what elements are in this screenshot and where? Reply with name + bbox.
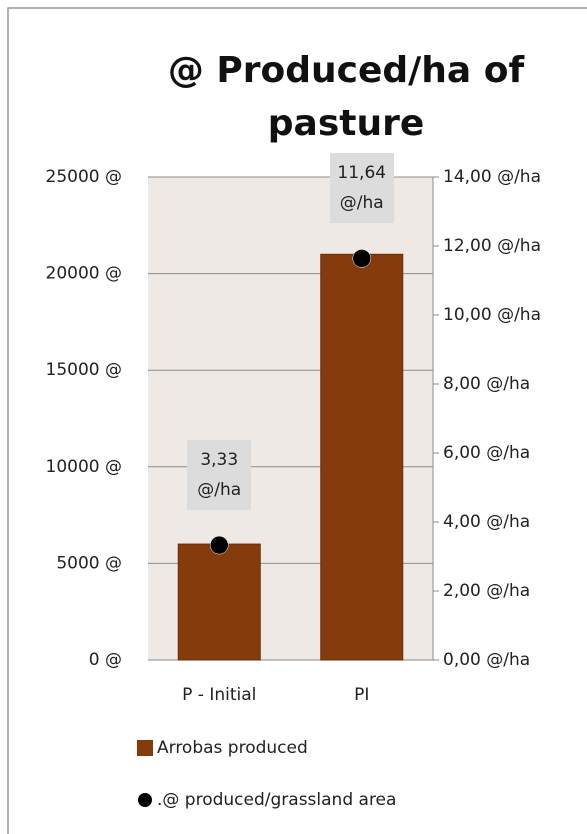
bar	[177, 543, 261, 661]
frame	[7, 7, 587, 834]
y2-tick-label: 0,00 @/ha	[443, 650, 530, 670]
data-label: 3,33 @/ha	[187, 440, 252, 511]
chart-title: @ Produced/ha of pasture	[167, 50, 525, 144]
y-tick-label: 15000 @	[46, 360, 122, 380]
legend-label: .@ produced/grassland area	[157, 790, 396, 810]
y2-tick-label: 14,00 @/ha	[443, 167, 541, 187]
y-tick-label: 5000 @	[56, 553, 122, 573]
y-tick-label: 25000 @	[46, 167, 122, 187]
y-tick-label: 0 @	[89, 650, 122, 670]
y-tick-label: 20000 @	[46, 264, 122, 284]
point	[352, 249, 371, 268]
y2-tick-label: 2,00 @/ha	[443, 581, 530, 601]
data-label: 11,64 @/ha	[329, 153, 394, 224]
y2-tick-label: 10,00 @/ha	[443, 305, 541, 325]
legend-label: Arrobas produced	[157, 738, 308, 758]
legend-swatch	[137, 740, 153, 756]
legend-swatch	[138, 793, 152, 807]
y2-tick-label: 4,00 @/ha	[443, 512, 530, 532]
y2-tick-label: 6,00 @/ha	[443, 443, 530, 463]
y2-tick-label: 12,00 @/ha	[443, 236, 541, 256]
y2-tick-label: 8,00 @/ha	[443, 374, 530, 394]
point	[210, 535, 229, 555]
bar	[320, 253, 404, 661]
x-tick-label: P - Initial	[182, 685, 256, 705]
y-tick-label: 10000 @	[46, 457, 122, 477]
x-tick-label: PI	[354, 685, 369, 705]
